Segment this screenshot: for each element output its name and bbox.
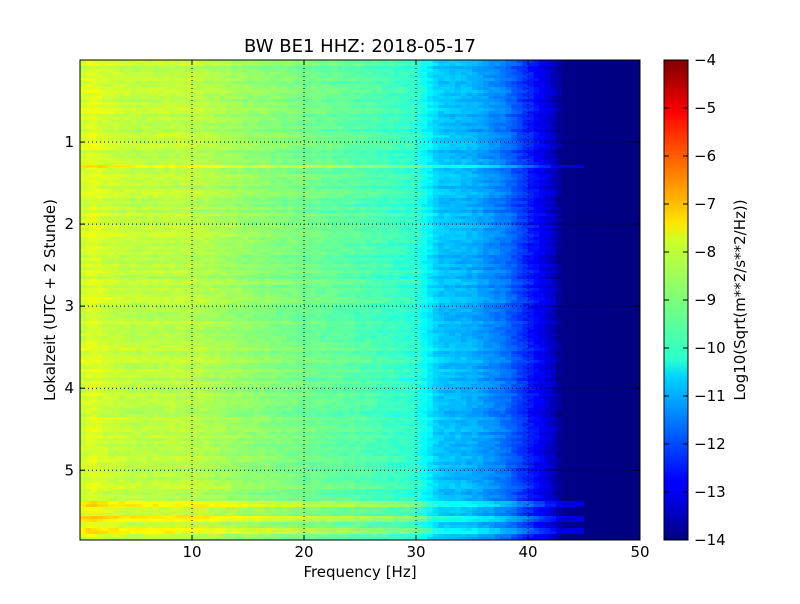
- spectrogram-heatmap: [80, 60, 641, 541]
- chart-title: BW BE1 HHZ: 2018-05-17: [244, 36, 476, 57]
